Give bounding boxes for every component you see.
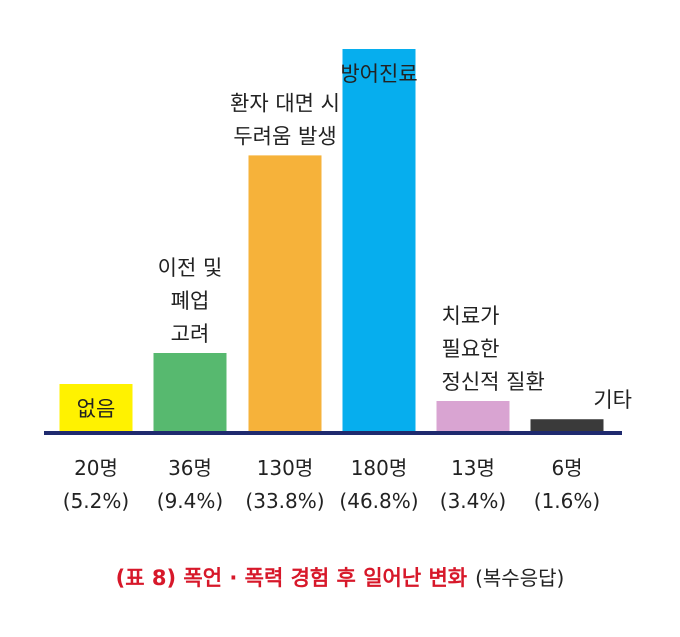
tick-label-percent: (3.4%) <box>440 489 506 513</box>
category-label: 두려움 발생 <box>233 124 336 148</box>
tick-label-count: 20명 <box>74 456 118 480</box>
bar-4 <box>342 49 416 432</box>
tick-label-percent: (1.6%) <box>534 489 600 513</box>
category-label: 방어진료 <box>340 62 417 86</box>
tick-label-count: 6명 <box>551 456 582 480</box>
caption-title: (표 8) 폭언 · 폭력 경험 후 일어난 변화 <box>115 566 468 590</box>
bar-5 <box>436 401 510 432</box>
category-label: 고려 <box>171 322 210 346</box>
chart-caption: (표 8) 폭언 · 폭력 경험 후 일어난 변화 (복수응답) <box>0 562 680 592</box>
category-label: 치료가 <box>442 304 500 328</box>
category-label: 폐업 <box>171 289 210 313</box>
bar-6 <box>530 419 604 432</box>
category-label: 이전 및 <box>158 256 223 280</box>
tick-label-count: 130명 <box>257 456 314 480</box>
tick-label-percent: (33.8%) <box>245 489 324 513</box>
tick-label-count: 180명 <box>351 456 408 480</box>
tick-label-count: 36명 <box>168 456 212 480</box>
category-label: 정신적 질환 <box>442 370 545 394</box>
bar-1 <box>59 384 133 432</box>
bar-3 <box>248 155 322 432</box>
x-axis-line <box>44 431 622 435</box>
tick-label-percent: (46.8%) <box>339 489 418 513</box>
caption-note: (복수응답) <box>475 566 565 590</box>
category-label: 환자 대면 시 <box>230 91 340 115</box>
tick-label-percent: (9.4%) <box>157 489 223 513</box>
category-label: 필요한 <box>442 337 500 361</box>
tick-label-percent: (5.2%) <box>63 489 129 513</box>
category-label: 없음 <box>77 397 116 421</box>
tick-label-count: 13명 <box>451 456 495 480</box>
category-label: 기타 <box>593 388 632 412</box>
bar-2 <box>153 353 227 432</box>
